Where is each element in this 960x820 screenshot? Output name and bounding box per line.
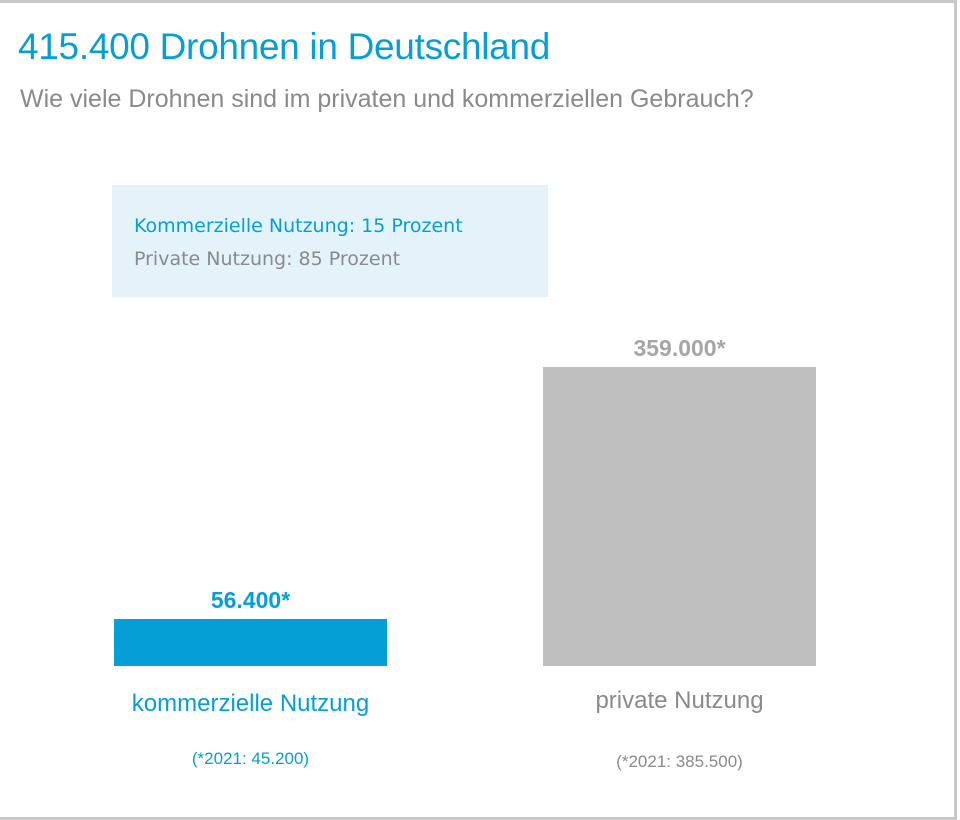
info-box: Kommerzielle Nutzung: 15 Prozent Private…: [112, 185, 548, 297]
bar-1: [543, 367, 816, 666]
chart-title: 415.400 Drohnen in Deutschland: [18, 26, 550, 67]
category-label-1: private Nutzung: [595, 687, 763, 714]
note-label-0: (*2021: 45.200): [192, 749, 309, 768]
value-label-1: 359.000*: [633, 335, 725, 361]
category-label-0: kommerzielle Nutzung: [132, 690, 369, 717]
info-commercial-share: Kommerzielle Nutzung: 15 Prozent: [134, 215, 463, 237]
value-label-0: 56.400*: [211, 587, 290, 613]
info-private-share: Private Nutzung: 85 Prozent: [134, 248, 401, 270]
bar-0: [114, 619, 387, 666]
chart-subtitle: Wie viele Drohnen sind im privaten und k…: [20, 85, 754, 113]
note-label-1: (*2021: 385.500): [616, 752, 743, 771]
